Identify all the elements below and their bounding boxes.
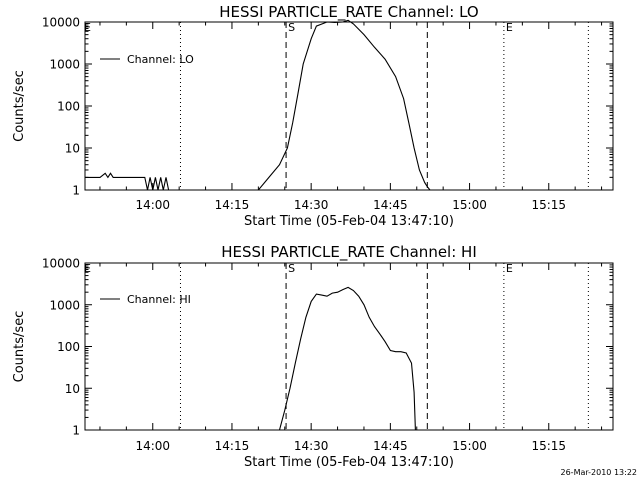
marker-label: E <box>84 262 91 275</box>
plot-frame <box>84 21 614 191</box>
marker-label: E <box>84 21 91 34</box>
y-tick-label: 1000 <box>49 58 80 72</box>
timestamp: 26-Mar-2010 13:22 <box>561 468 638 477</box>
x-axis-label: Start Time (05-Feb-04 13:47:10) <box>244 214 454 229</box>
marker-label: S <box>288 262 295 275</box>
x-tick-label: 15:15 <box>531 439 566 453</box>
marker-label: E <box>506 21 513 34</box>
legend-label: Channel: LO <box>127 53 194 66</box>
x-tick-label: 15:00 <box>452 198 487 212</box>
x-tick-label: 14:00 <box>135 439 170 453</box>
marker-label: E <box>506 262 513 275</box>
y-tick-label: 100 <box>57 340 80 354</box>
x-tick-label: 15:00 <box>452 439 487 453</box>
x-tick-label: 14:15 <box>215 198 250 212</box>
panel-lo: HESSI PARTICLE_RATE Channel: LO 14:00 14:1… <box>12 3 614 229</box>
x-tick-label: 15:15 <box>531 198 566 212</box>
chart-title: HESSI PARTICLE_RATE Channel: HI <box>221 243 477 262</box>
y-axis-label: Counts/sec <box>12 311 27 383</box>
series-line <box>85 19 431 191</box>
chart-title: HESSI PARTICLE_RATE Channel: LO <box>219 3 478 22</box>
series-line <box>278 286 416 431</box>
marker-label: S <box>288 21 295 34</box>
y-tick-label: 100 <box>57 100 80 114</box>
y-tick-label: 1 <box>72 184 80 198</box>
legend-label: Channel: HI <box>127 293 191 306</box>
x-tick-label: 14:15 <box>215 439 250 453</box>
y-tick-label: 10 <box>65 382 80 396</box>
x-tick-label: 14:45 <box>373 198 408 212</box>
x-tick-label: 14:00 <box>135 198 170 212</box>
x-axis-label: Start Time (05-Feb-04 13:47:10) <box>244 455 454 470</box>
y-tick-label: 10000 <box>42 257 80 271</box>
x-tick-label: 14:30 <box>294 439 329 453</box>
x-tick-label: 14:30 <box>294 198 329 212</box>
y-tick-label: 1000 <box>49 298 80 312</box>
panel-hi: HESSI PARTICLE_RATE Channel: HI 14:00 14:1… <box>12 243 614 470</box>
y-axis-label: Counts/sec <box>12 70 27 142</box>
y-tick-label: 10000 <box>42 16 80 30</box>
x-tick-label: 14:45 <box>373 439 408 453</box>
y-tick-label: 1 <box>72 424 80 438</box>
y-tick-label: 10 <box>65 142 80 156</box>
